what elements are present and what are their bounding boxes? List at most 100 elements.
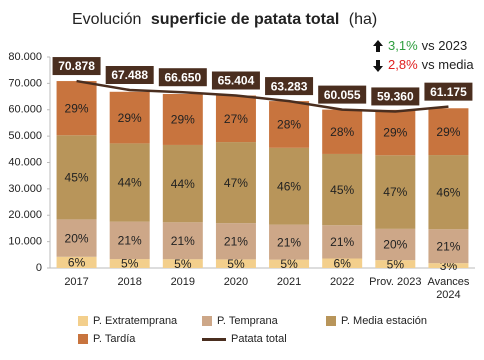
legend: P. Extratemprana P. Temprana P. Media esta…: [78, 312, 478, 348]
total-line: [76, 79, 449, 113]
segment-label: 29%: [118, 111, 142, 125]
bar-segment: [215, 223, 256, 260]
segment-label: 21%: [224, 234, 248, 248]
y-tick-label: 60.000: [8, 104, 42, 116]
bar-segment: [322, 109, 363, 154]
legend-label: P. Tardía: [93, 333, 136, 345]
segment-label: 28%: [330, 125, 354, 139]
segment-label: 47%: [224, 176, 248, 190]
bar-segment: [215, 95, 256, 143]
x-tick-label: Avances 2024: [427, 276, 470, 301]
total-label: 61.175: [430, 85, 467, 99]
total-label: 65.404: [218, 74, 255, 88]
annotation: 3,1% vs 2023: [388, 38, 467, 53]
bar-segment: [322, 225, 363, 259]
total-label-box: [371, 87, 420, 106]
annotation-value: 2,8%: [388, 57, 418, 72]
segment-label: 21%: [277, 235, 301, 249]
bar-segment: [322, 153, 363, 226]
bar-segment: [375, 109, 416, 156]
bar-segment: [109, 143, 150, 222]
total-label: 70.878: [58, 59, 95, 73]
title-part: (ha): [349, 11, 377, 28]
x-tick-label: 2020: [223, 276, 249, 288]
total-label: 60.055: [324, 88, 361, 102]
total-label: 66.650: [164, 70, 201, 84]
bar-segment: [375, 260, 416, 268]
bar-segment: [269, 147, 310, 225]
x-tick-label: 2019: [170, 276, 196, 288]
bar-segment: [322, 258, 363, 268]
bar-segment: [375, 155, 416, 229]
legend-item: P. Extratemprana: [78, 312, 198, 330]
y-tick-label: 10.000: [8, 236, 42, 248]
bar-segment: [109, 259, 150, 268]
segment-label: 28%: [277, 118, 301, 132]
total-label-box: [265, 77, 314, 96]
total-label: 63.283: [271, 79, 308, 93]
y-tick-label: 0: [36, 262, 42, 274]
segment-label: 5%: [387, 257, 405, 271]
segment-label: 44%: [118, 176, 142, 190]
arrow-up: [373, 40, 383, 52]
total-label-box: [318, 85, 367, 104]
x-tick-label: 2021: [276, 276, 302, 288]
chart: Evolución superficie de patata total (ha…: [8, 11, 475, 274]
segment-label: 47%: [383, 185, 407, 199]
total-label-box: [424, 82, 473, 101]
y-tick-label: 80.000: [8, 51, 42, 63]
annotation-text: vs 2023: [422, 38, 468, 53]
legend-item: P. Media estación: [326, 312, 446, 330]
bar-segment: [215, 142, 256, 224]
segment-label: 20%: [65, 231, 89, 245]
segment-label: 45%: [330, 183, 354, 197]
legend-item: P. Temprana: [202, 312, 322, 330]
bar-segment: [215, 259, 256, 268]
bar-segment: [162, 259, 203, 268]
bar-segment: [428, 263, 469, 268]
segment-label: 27%: [224, 112, 248, 126]
x-tick-label: 2022: [329, 276, 355, 288]
annotation-value: 3,1%: [388, 38, 418, 53]
legend-label: P. Media estación: [341, 315, 428, 327]
total-label: 67.488: [111, 68, 148, 82]
segment-label: 29%: [171, 113, 195, 127]
segment-label: 5%: [280, 257, 298, 271]
segment-label: 45%: [65, 171, 89, 185]
bar-segment: [428, 155, 469, 230]
annotation: 2,8% vs media: [388, 57, 474, 72]
segment-label: 20%: [383, 238, 407, 252]
total-label-box: [211, 71, 260, 90]
bar-segment: [428, 229, 469, 264]
x-tick-label: 2018: [117, 276, 142, 288]
segment-label: 44%: [171, 177, 195, 191]
bar-segment: [375, 228, 416, 261]
legend-label: P. Extratemprana: [93, 315, 178, 327]
bar-segment: [56, 256, 97, 268]
y-tick-label: 70.000: [8, 77, 42, 89]
bar-segment: [109, 91, 150, 144]
y-tick-label: 30.000: [8, 183, 42, 195]
segment-label: 21%: [330, 235, 354, 249]
x-tick-label: 2017: [64, 276, 89, 288]
segment-label: 21%: [118, 234, 142, 248]
chart-title: Evolución superficie de patata total (ha…: [72, 11, 377, 28]
title-part: Evolución: [72, 11, 141, 28]
legend-swatch: [78, 316, 88, 326]
legend-line: [202, 337, 226, 341]
title-part: superficie de patata total: [151, 11, 340, 28]
bar-segment: [56, 219, 97, 257]
segment-label: 21%: [171, 234, 195, 248]
y-tick-label: 50.000: [8, 130, 42, 142]
segment-label: 6%: [68, 256, 86, 270]
bar-segment: [56, 81, 97, 136]
total-label-box: [105, 66, 154, 85]
segment-label: 5%: [121, 257, 139, 271]
y-tick-label: 20.000: [8, 209, 42, 221]
legend-label: P. Temprana: [217, 315, 278, 327]
segment-label: 6%: [334, 256, 352, 270]
bar-segment: [269, 101, 310, 148]
total-label-box: [158, 68, 207, 87]
bar-segment: [428, 108, 469, 156]
